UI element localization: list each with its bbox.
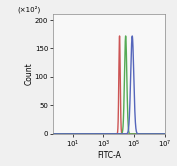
Text: (×10²): (×10²) (17, 6, 41, 13)
Y-axis label: Count: Count (24, 63, 33, 85)
X-axis label: FITC-A: FITC-A (97, 151, 121, 161)
